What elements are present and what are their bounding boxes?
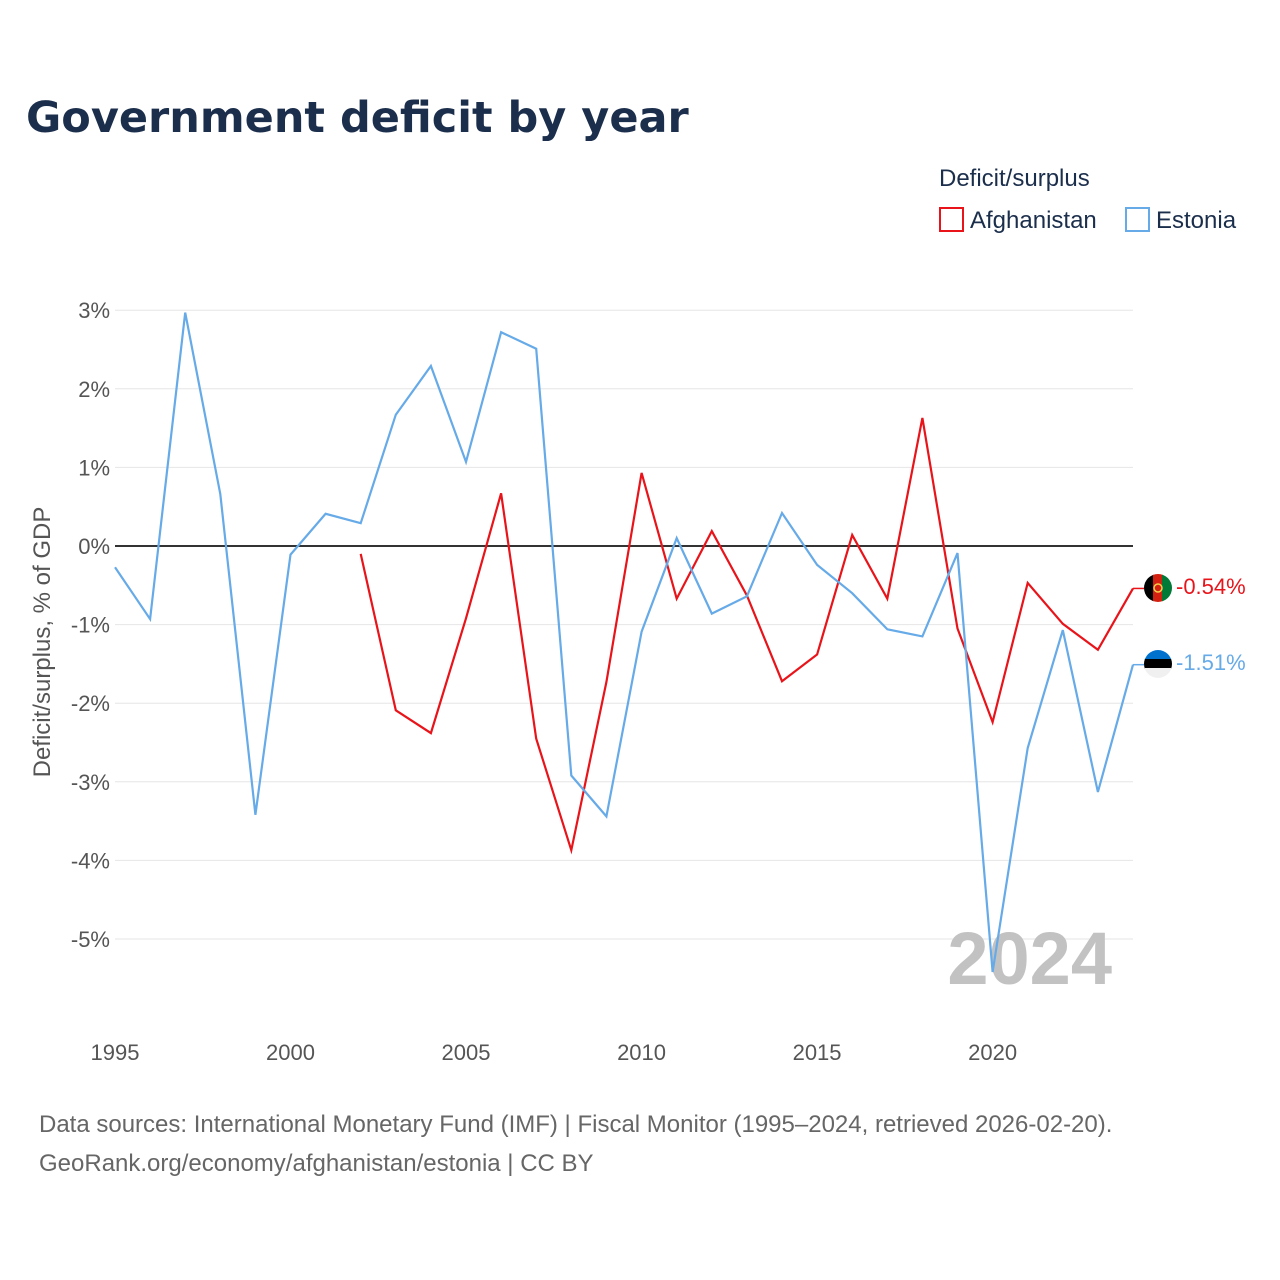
legend: Deficit/surplus Afghanistan Estonia bbox=[939, 165, 1237, 234]
end-value-label-estonia: -1.51% bbox=[1176, 650, 1246, 675]
gridlines bbox=[115, 309, 1133, 940]
y-tick-label: 0% bbox=[78, 534, 110, 559]
x-tick-label: 2020 bbox=[968, 1040, 1017, 1065]
y-tick-label: 3% bbox=[78, 298, 110, 323]
end-markers: -0.54% -1.51% bbox=[1144, 574, 1246, 678]
series-line-estonia[interactable] bbox=[114, 312, 1135, 973]
x-axis-ticks: 1995 2000 2005 2010 2015 2020 bbox=[91, 1040, 1018, 1065]
legend-swatch-estonia bbox=[1125, 207, 1150, 232]
end-value-label-afghanistan: -0.54% bbox=[1176, 574, 1246, 599]
afghanistan-flag-icon bbox=[1144, 574, 1172, 602]
x-tick-label: 1995 bbox=[91, 1040, 140, 1065]
source-note: Data sources: International Monetary Fun… bbox=[39, 1111, 1112, 1138]
y-tick-label: -2% bbox=[71, 691, 110, 716]
legend-item-afghanistan[interactable]: Afghanistan bbox=[939, 207, 1097, 234]
year-watermark: 2024 bbox=[947, 917, 1112, 1000]
x-tick-label: 2015 bbox=[793, 1040, 842, 1065]
y-tick-label: -1% bbox=[71, 613, 110, 638]
legend-label-estonia: Estonia bbox=[1156, 207, 1237, 234]
series-layer bbox=[114, 312, 1144, 973]
x-tick-label: 2005 bbox=[442, 1040, 491, 1065]
y-axis-label: Deficit/surplus, % of GDP bbox=[29, 507, 56, 778]
y-tick-label: 2% bbox=[78, 377, 110, 402]
x-tick-label: 2010 bbox=[617, 1040, 666, 1065]
legend-title: Deficit/surplus bbox=[939, 165, 1090, 192]
chart-title: Government deficit by year bbox=[26, 93, 690, 143]
legend-label-afghanistan: Afghanistan bbox=[970, 207, 1097, 234]
legend-item-estonia[interactable]: Estonia bbox=[1125, 207, 1237, 234]
legend-swatch-afghanistan bbox=[939, 207, 964, 232]
series-line-afghanistan[interactable] bbox=[359, 417, 1134, 855]
y-axis-ticks: 3% 2% 1% 0% -1% -2% -3% -4% -5% bbox=[71, 298, 110, 952]
estonia-flag-icon bbox=[1144, 650, 1172, 678]
y-tick-label: -4% bbox=[71, 848, 110, 873]
credit-note: GeoRank.org/economy/afghanistan/estonia … bbox=[39, 1150, 594, 1177]
y-tick-label: -5% bbox=[71, 927, 110, 952]
y-tick-label: 1% bbox=[78, 455, 110, 480]
y-tick-label: -3% bbox=[71, 770, 110, 795]
x-tick-label: 2000 bbox=[266, 1040, 315, 1065]
